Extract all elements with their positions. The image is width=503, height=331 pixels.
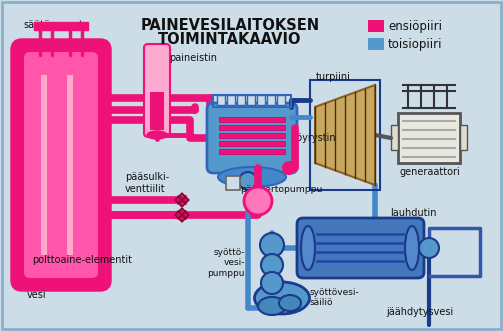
Text: generaattori: generaattori	[399, 167, 460, 177]
FancyBboxPatch shape	[207, 103, 297, 173]
Bar	[237, 95, 245, 105]
Ellipse shape	[218, 167, 286, 187]
Bar	[257, 95, 265, 105]
Polygon shape	[315, 85, 375, 185]
Text: paineistin: paineistin	[169, 53, 217, 63]
Ellipse shape	[282, 161, 296, 175]
Text: PAINEVESILAITOKSEN: PAINEVESILAITOKSEN	[140, 18, 319, 33]
Ellipse shape	[279, 295, 301, 311]
Bar	[34, 22, 88, 30]
Text: pääsulki-
venttiilit: pääsulki- venttiilit	[125, 172, 169, 194]
Ellipse shape	[239, 172, 257, 190]
Text: jäähdytysvesi: jäähdytysvesi	[386, 307, 454, 317]
Ellipse shape	[301, 226, 315, 270]
FancyBboxPatch shape	[24, 52, 98, 278]
Circle shape	[419, 238, 439, 258]
Circle shape	[244, 187, 272, 215]
Ellipse shape	[405, 226, 419, 270]
Text: lauhdutin: lauhdutin	[390, 208, 437, 218]
Bar	[368, 20, 384, 32]
Bar	[310, 80, 380, 190]
Bar	[219, 133, 285, 138]
Text: polttoaine-elementit: polttoaine-elementit	[32, 255, 132, 265]
Bar	[213, 95, 291, 107]
Text: TOIMINTAKAAVIO: TOIMINTAKAAVIO	[158, 32, 302, 47]
Ellipse shape	[258, 297, 286, 315]
Bar	[226, 176, 240, 190]
FancyBboxPatch shape	[12, 40, 110, 290]
Bar	[67, 75, 73, 255]
Circle shape	[261, 272, 283, 294]
Bar	[219, 141, 285, 146]
FancyBboxPatch shape	[144, 44, 170, 137]
Bar	[219, 125, 285, 130]
Bar	[247, 95, 255, 105]
Text: säätösauvat: säätösauvat	[23, 20, 83, 30]
FancyBboxPatch shape	[297, 218, 424, 278]
Text: pääkiertopumppu: pääkiertopumppu	[240, 185, 322, 194]
Text: turpiini: turpiini	[316, 72, 351, 82]
Bar	[219, 117, 285, 122]
Text: ensiöpiiri: ensiöpiiri	[388, 20, 442, 32]
Text: syöttövesi-
säiliö: syöttövesi- säiliö	[310, 288, 360, 307]
Bar	[219, 149, 285, 154]
Text: höyrystin: höyrystin	[290, 133, 336, 143]
Polygon shape	[175, 193, 189, 207]
Bar	[277, 95, 285, 105]
Bar	[368, 38, 384, 50]
Bar	[41, 75, 47, 255]
Bar	[227, 95, 235, 105]
Ellipse shape	[147, 131, 167, 139]
Bar	[398, 113, 460, 163]
Text: toisiopiiri: toisiopiiri	[388, 37, 443, 51]
Bar	[267, 95, 275, 105]
Text: syöttö-
vesi-
pumppu: syöttö- vesi- pumppu	[208, 248, 245, 278]
Polygon shape	[175, 208, 189, 222]
Circle shape	[261, 254, 283, 276]
Bar	[217, 95, 225, 105]
Circle shape	[260, 233, 284, 257]
Bar	[391, 125, 398, 150]
Bar	[150, 92, 164, 130]
Bar	[460, 125, 467, 150]
Ellipse shape	[255, 282, 309, 314]
Text: vesi: vesi	[27, 290, 47, 300]
